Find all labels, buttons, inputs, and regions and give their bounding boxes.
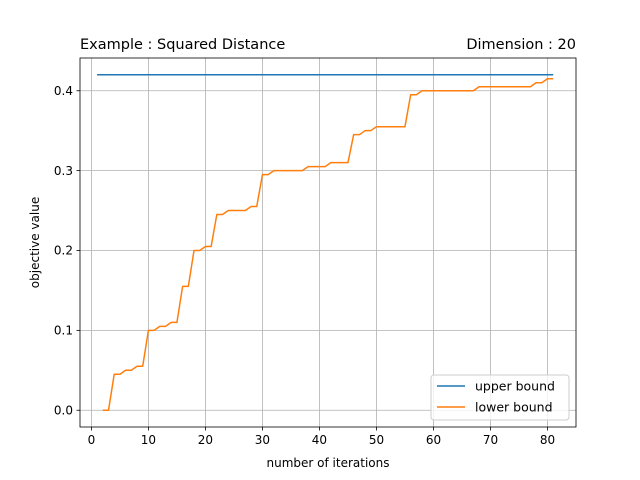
legend: upper bound lower bound bbox=[430, 374, 570, 421]
chart-title-left: Example : Squared Distance bbox=[80, 37, 285, 53]
y-tick-label: 0.1 bbox=[54, 324, 73, 338]
y-tick-label: 0.0 bbox=[54, 403, 73, 417]
x-tick-label: 60 bbox=[426, 433, 441, 447]
y-axis-label: objective value bbox=[28, 197, 42, 288]
x-tick-label: 80 bbox=[540, 433, 555, 447]
x-tick-label: 0 bbox=[88, 433, 96, 447]
axis-ticks: 0 10 20 30 40 50 60 70 80 0.0 0.1 0.2 0.3 0.4 bbox=[54, 84, 555, 447]
legend-label-lower-bound: lower bound bbox=[475, 400, 553, 415]
x-tick-label: 50 bbox=[369, 433, 384, 447]
x-tick-label: 20 bbox=[198, 433, 213, 447]
chart-title-right: Dimension : 20 bbox=[466, 37, 576, 53]
y-tick-label: 0.2 bbox=[54, 244, 73, 258]
x-tick-label: 40 bbox=[312, 433, 327, 447]
x-axis-label: number of iterations bbox=[267, 456, 390, 470]
x-tick-label: 10 bbox=[141, 433, 156, 447]
y-tick-label: 0.4 bbox=[54, 84, 73, 98]
legend-label-upper-bound: upper bound bbox=[475, 379, 555, 394]
plot-frame bbox=[79, 57, 577, 428]
x-tick-label: 70 bbox=[483, 433, 498, 447]
legend-box bbox=[430, 374, 570, 421]
x-tick-label: 30 bbox=[255, 433, 270, 447]
y-tick-label: 0.3 bbox=[54, 164, 73, 178]
plot-series bbox=[97, 74, 554, 411]
series-line-lower-bound bbox=[102, 78, 554, 411]
